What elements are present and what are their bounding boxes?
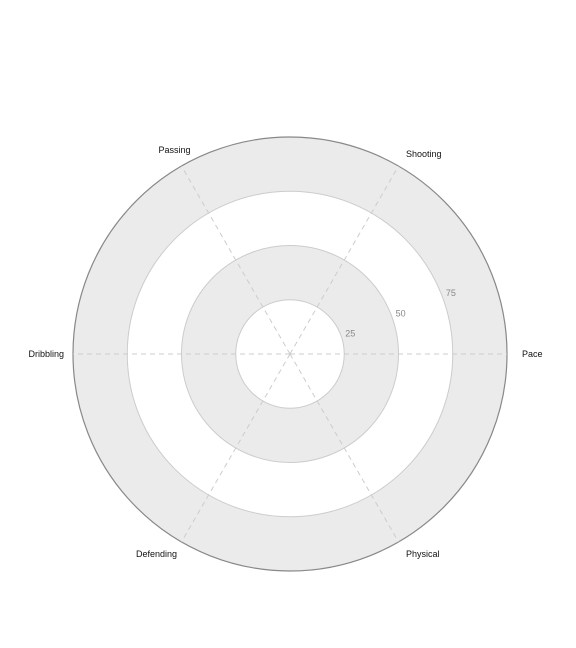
radial-tick-label-25: 25: [345, 329, 355, 339]
axis-label-shooting: Shooting: [406, 149, 442, 159]
radar-spoke-physical: [289, 353, 399, 543]
axis-label-passing: Passing: [158, 145, 190, 155]
radial-tick-label-75: 75: [446, 288, 456, 298]
axis-label-defending: Defending: [136, 549, 177, 559]
radar-spoke-shooting: [289, 165, 399, 355]
axis-label-pace: Pace: [522, 349, 543, 359]
radar-spoke-passing: [181, 165, 291, 355]
radial-tick-label-50: 50: [396, 308, 406, 318]
axis-label-dribbling: Dribbling: [28, 349, 64, 359]
axis-label-physical: Physical: [406, 549, 440, 559]
radar-spoke-defending: [181, 353, 291, 543]
